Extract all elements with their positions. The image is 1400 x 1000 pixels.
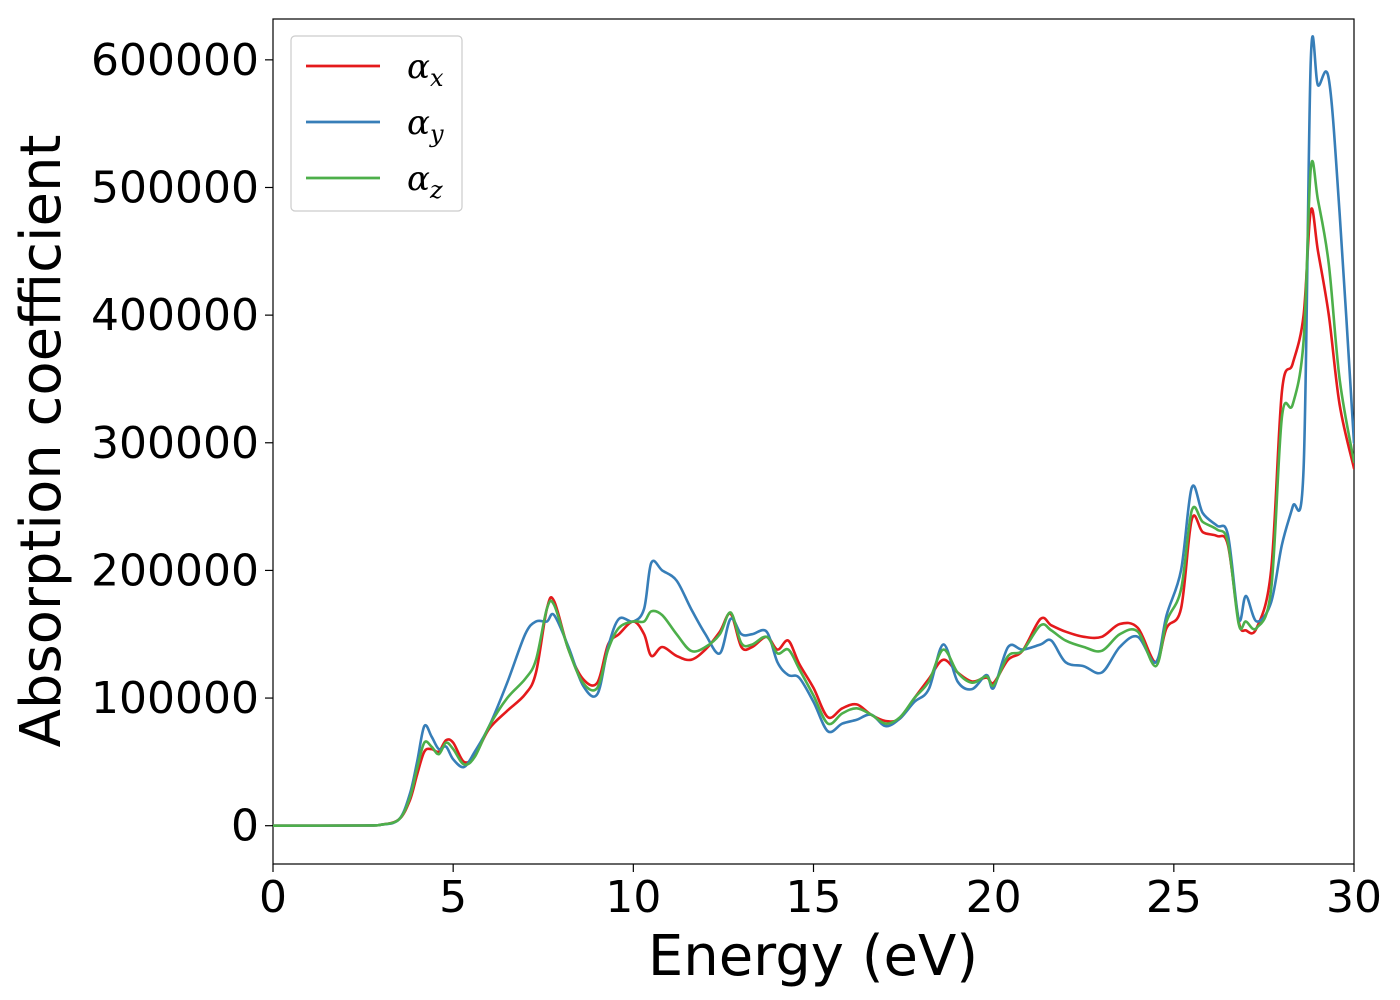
series-lines — [273, 35, 1354, 827]
y-tick-label: 200000 — [91, 545, 259, 596]
x-axis-ticks: 0 5 10 15 20 25 30 — [259, 864, 1382, 923]
series-line-3 — [273, 159, 1354, 827]
x-tick-label: 10 — [605, 872, 661, 923]
y-axis-ticks: 0 100000 200000 300000 400000 500000 600000 — [91, 35, 273, 852]
legend-label: αx — [407, 47, 444, 92]
y-tick-label: 100000 — [91, 673, 259, 724]
x-axis-label: Energy (eV) — [648, 924, 978, 989]
y-tick-label: 300000 — [91, 418, 259, 469]
series-line-2 — [273, 35, 1354, 827]
y-tick-label: 0 — [231, 801, 259, 852]
x-tick-label: 0 — [259, 872, 287, 923]
y-axis-label: Absorption coefficient — [9, 135, 74, 748]
legend-label: αz — [407, 159, 443, 204]
y-tick-label: 500000 — [91, 162, 259, 213]
legend-label: αy — [407, 103, 444, 148]
x-tick-label: 20 — [966, 872, 1022, 923]
y-tick-label: 600000 — [91, 35, 259, 86]
y-tick-label: 400000 — [91, 290, 259, 341]
x-tick-label: 15 — [786, 872, 842, 923]
x-tick-label: 5 — [439, 872, 467, 923]
x-tick-label: 25 — [1146, 872, 1202, 923]
x-tick-label: 30 — [1326, 872, 1382, 923]
legend: αx αy αz — [290, 35, 463, 212]
legend-frame — [290, 35, 463, 212]
